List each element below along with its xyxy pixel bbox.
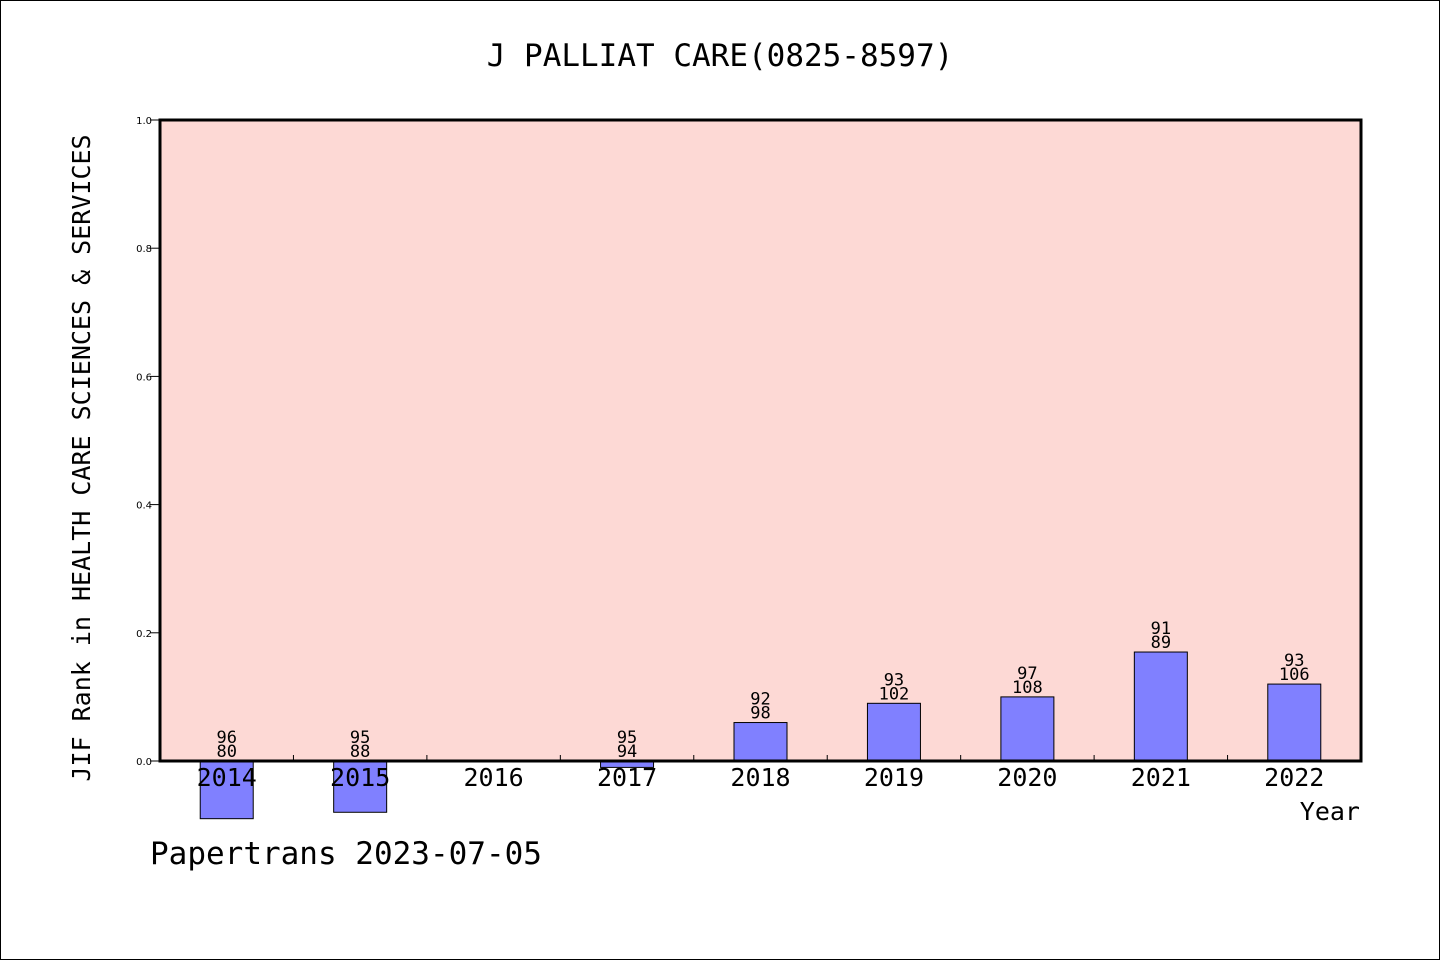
- data-label-bottom: 89: [1151, 633, 1171, 653]
- data-label-top: 97: [1017, 664, 1037, 684]
- data-label-top: 96: [216, 728, 236, 748]
- data-label-bottom: 80: [216, 742, 236, 762]
- x-axis-label: Year: [1300, 797, 1360, 826]
- data-label-top: 92: [750, 690, 770, 710]
- y-tick-label: 1.0: [136, 116, 152, 127]
- data-label-bottom: 88: [350, 742, 370, 762]
- x-tick-label: 2022: [1264, 763, 1324, 792]
- plot-border: [158, 118, 1363, 763]
- data-label-top: 95: [350, 728, 370, 748]
- y-tick-label: 0.6: [136, 372, 152, 383]
- x-tick-label: 2017: [597, 763, 657, 792]
- data-label-bottom: 94: [617, 742, 637, 762]
- y-axis-label: JIF Rank in HEALTH CARE SCIENCES & SERVI…: [67, 134, 96, 781]
- x-tick-label: 2020: [997, 763, 1057, 792]
- bar-2015: [333, 760, 388, 813]
- x-tick-label: 2018: [730, 763, 790, 792]
- bar-2020: [1000, 696, 1055, 762]
- footer-date: Papertrans 2023-07-05: [150, 836, 542, 872]
- data-label-top: 95: [617, 728, 637, 748]
- x-tick-label: 2014: [197, 763, 257, 792]
- y-tick-label: 0.0: [136, 757, 152, 768]
- y-tick-label: 0.8: [136, 244, 152, 255]
- chart-title: J PALLIAT CARE(0825-8597): [487, 38, 954, 74]
- x-tick-label: 2021: [1131, 763, 1191, 792]
- data-label-bottom: 98: [750, 704, 770, 724]
- bar-2021: [1133, 651, 1188, 762]
- data-label-top: 93: [884, 670, 904, 690]
- data-label-bottom: 108: [1012, 678, 1043, 698]
- x-tick-label: 2019: [864, 763, 924, 792]
- y-tick-label: 0.4: [136, 501, 152, 512]
- y-axis: 0.0 0.2 0.4 0.6 0.8 1.0: [136, 116, 160, 768]
- data-label-top: 91: [1151, 619, 1171, 639]
- data-label-bottom: 102: [879, 684, 910, 704]
- x-tick-label: 2016: [464, 763, 524, 792]
- data-label-top: 93: [1284, 651, 1304, 671]
- bars: [199, 651, 1322, 820]
- data-label-bottom: 106: [1279, 665, 1310, 685]
- y-tick-label: 0.2: [136, 629, 152, 640]
- x-axis: 2014 2015 2016 2017 2018 2019 2020 2021 2022: [197, 755, 1324, 792]
- bar-2019: [866, 702, 921, 762]
- x-tick-label: 2015: [330, 763, 390, 792]
- bar-2018: [733, 722, 788, 762]
- bar-2022: [1267, 683, 1322, 762]
